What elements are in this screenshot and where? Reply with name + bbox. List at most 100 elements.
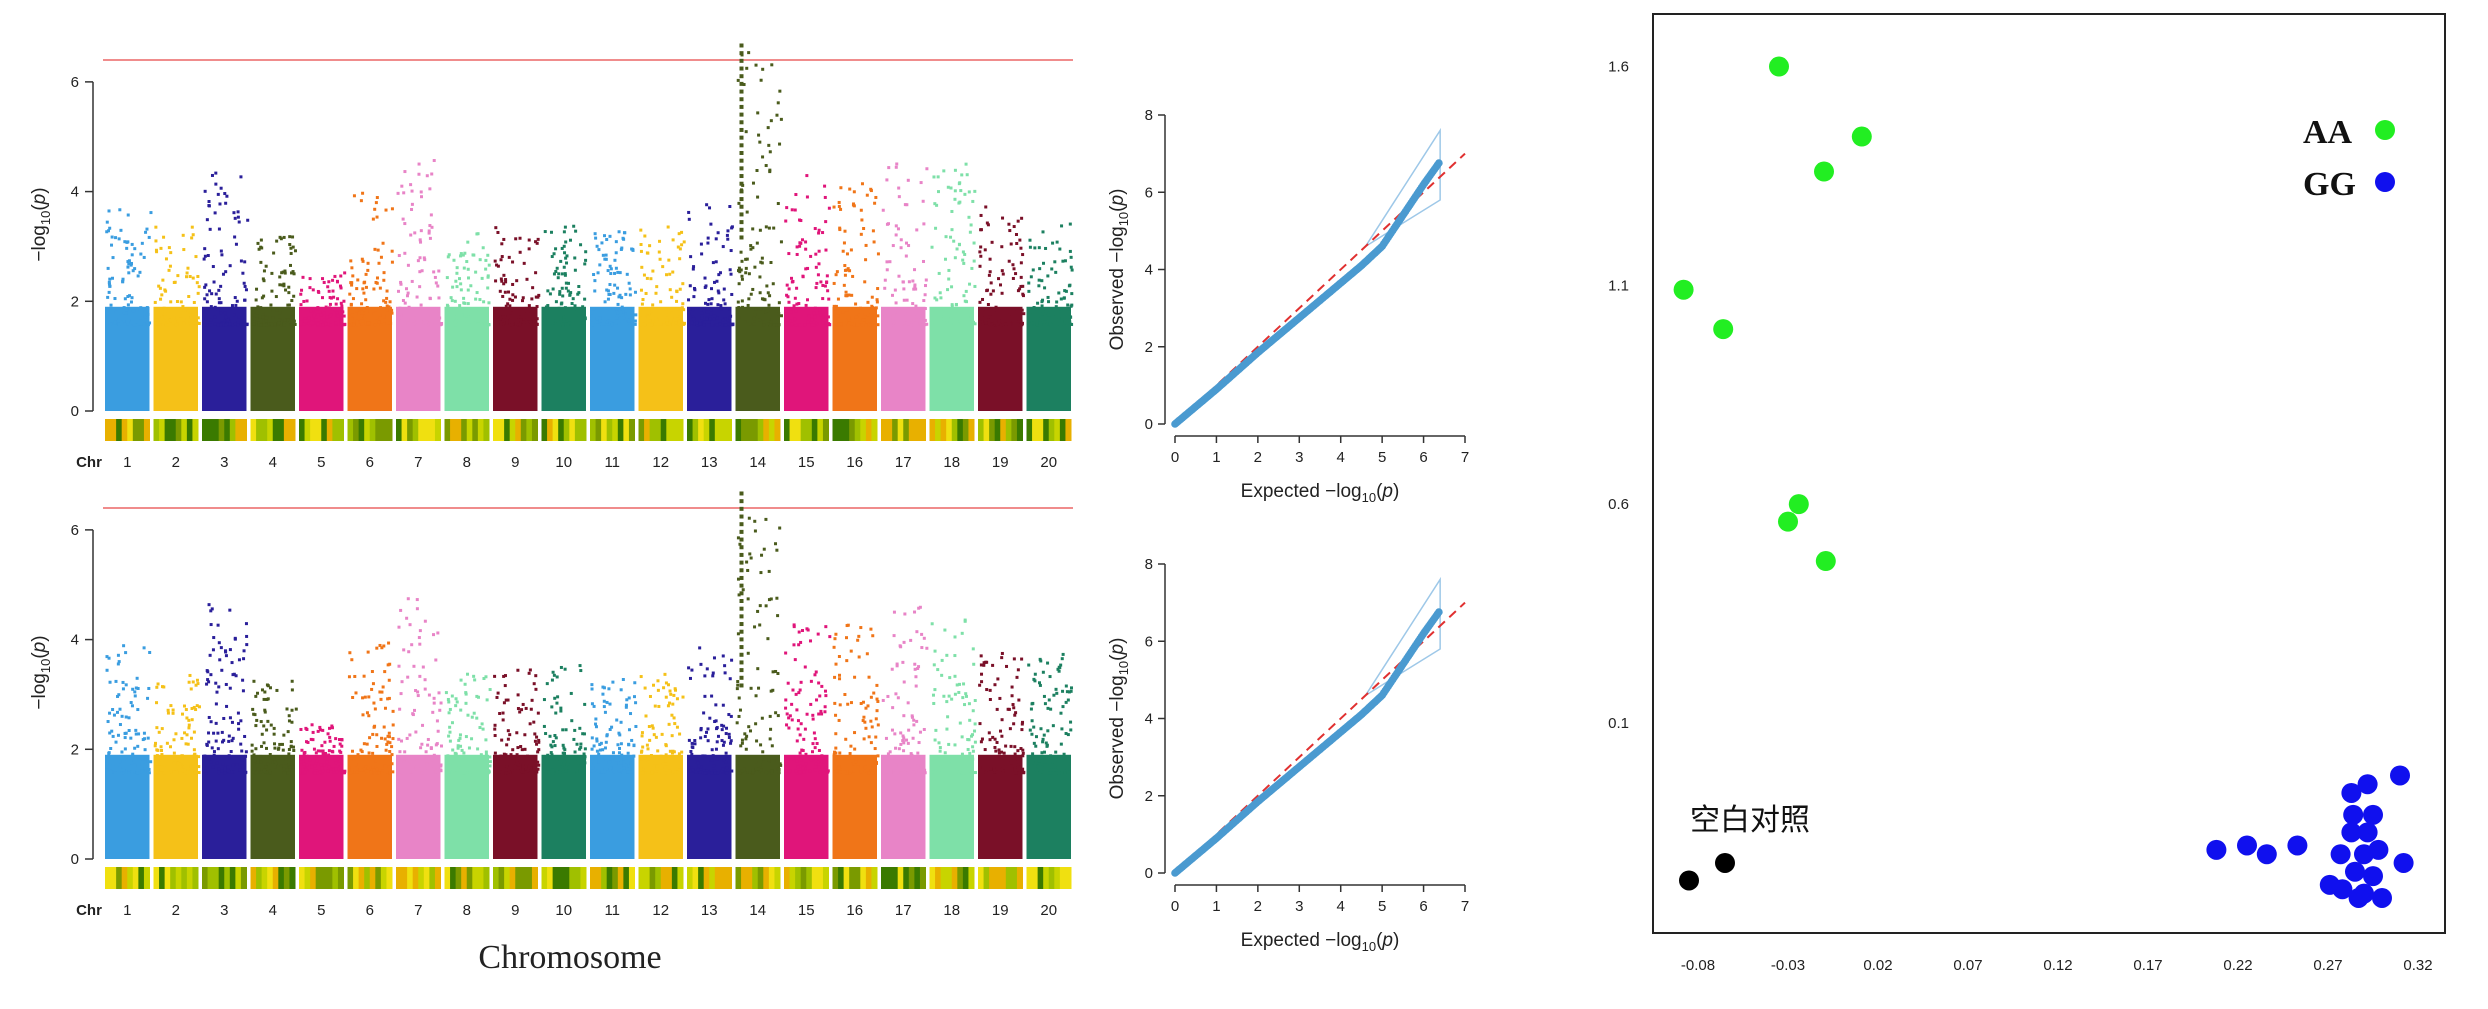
snp-point xyxy=(859,306,863,310)
snp-point xyxy=(216,623,220,627)
chromosome-20-points xyxy=(1026,222,1074,411)
snp-point xyxy=(854,315,858,319)
snp-point xyxy=(866,704,870,708)
snp-point xyxy=(188,673,192,677)
snp-point xyxy=(400,768,404,772)
snp-point xyxy=(950,759,954,763)
snp-point xyxy=(568,293,572,297)
snp-point xyxy=(658,239,662,243)
snp-point xyxy=(614,251,618,255)
snp-point xyxy=(961,250,965,254)
density-strip-chr-10 xyxy=(541,419,587,441)
snp-point xyxy=(645,276,649,280)
snp-point xyxy=(924,284,928,288)
density-segment xyxy=(429,867,436,889)
snp-point xyxy=(228,264,232,268)
snp-point xyxy=(904,312,908,316)
snp-point xyxy=(1000,750,1004,754)
density-segment xyxy=(472,867,479,889)
snp-point xyxy=(366,261,370,265)
snp-point xyxy=(283,318,287,322)
snp-point xyxy=(737,714,741,718)
snp-point xyxy=(552,757,556,761)
snp-point xyxy=(724,323,728,327)
snp-point xyxy=(698,770,702,774)
density-segment xyxy=(655,419,662,441)
density-segment xyxy=(774,867,781,889)
snp-point xyxy=(383,670,387,674)
chromosome-tick-label: 4 xyxy=(269,454,277,471)
qq-y-axis-label: Observed −log10(p) xyxy=(1107,189,1131,351)
snp-point xyxy=(718,271,722,275)
snp-point xyxy=(366,650,370,654)
snp-point xyxy=(911,736,915,740)
snp-point xyxy=(1044,246,1048,250)
density-strip-chr-2 xyxy=(153,419,199,441)
snp-point xyxy=(130,296,134,300)
snp-point xyxy=(923,307,927,311)
snp-point xyxy=(869,769,873,773)
snp-point xyxy=(206,768,210,772)
snp-point xyxy=(748,322,752,326)
top-hit-point xyxy=(739,622,744,627)
snp-point xyxy=(499,323,503,327)
snp-point xyxy=(851,274,855,278)
snp-point xyxy=(287,755,291,759)
snp-point xyxy=(743,732,747,736)
snp-point xyxy=(574,320,578,324)
snp-point xyxy=(193,756,197,760)
snp-point xyxy=(681,282,685,286)
snp-point xyxy=(941,312,945,316)
snp-point xyxy=(342,299,346,303)
snp-point xyxy=(776,101,780,105)
snp-point xyxy=(569,691,573,695)
snp-point xyxy=(862,759,866,763)
snp-point xyxy=(622,760,626,764)
snp-point xyxy=(462,316,466,320)
snp-point xyxy=(875,300,879,304)
snp-point xyxy=(595,244,599,248)
snp-point xyxy=(319,320,323,324)
snp-point xyxy=(339,301,343,305)
snp-point xyxy=(211,765,215,769)
snp-point xyxy=(486,253,490,257)
snp-point xyxy=(598,748,602,752)
snp-point xyxy=(239,742,243,746)
snp-point xyxy=(832,770,836,774)
snp-point xyxy=(375,276,379,280)
snp-point xyxy=(493,674,497,678)
snp-point xyxy=(612,765,616,769)
snp-point xyxy=(833,637,837,641)
snp-point xyxy=(209,318,213,322)
snp-point xyxy=(933,296,937,300)
snp-point xyxy=(391,737,395,741)
snp-point xyxy=(209,673,213,677)
snp-point xyxy=(598,743,602,747)
snp-point xyxy=(224,323,228,327)
snp-point xyxy=(964,769,968,773)
snp-point xyxy=(736,771,740,775)
snp-point xyxy=(416,323,420,327)
snp-point xyxy=(583,297,587,301)
snp-point xyxy=(447,734,451,738)
snp-point xyxy=(941,770,945,774)
snp-point xyxy=(329,770,333,774)
snp-point xyxy=(973,722,977,726)
snp-point xyxy=(361,713,365,717)
density-segment xyxy=(375,419,382,441)
snp-point xyxy=(564,315,568,319)
snp-point xyxy=(871,763,875,767)
chromosome-tick-label: 3 xyxy=(220,454,228,471)
snp-point xyxy=(461,253,465,257)
snp-point xyxy=(189,764,193,768)
density-segment xyxy=(116,867,123,889)
snp-point xyxy=(693,742,697,746)
snp-point xyxy=(487,301,491,305)
snp-point xyxy=(159,768,163,772)
snp-point xyxy=(1004,762,1008,766)
snp-point xyxy=(640,731,644,735)
snp-point xyxy=(801,274,805,278)
snp-point xyxy=(699,662,703,666)
snp-point xyxy=(671,270,675,274)
density-segment xyxy=(347,867,354,889)
